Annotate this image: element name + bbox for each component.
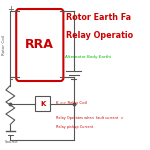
Text: Relay Operates when  fault current  >: Relay Operates when fault current > [56,117,123,120]
Text: K => Relay Coil: K => Relay Coil [56,101,87,105]
Text: -: - [9,74,13,84]
Text: +: + [8,5,15,14]
Text: RRA: RRA [25,39,54,51]
FancyBboxPatch shape [16,9,63,81]
Text: Alternator Body Earthi: Alternator Body Earthi [65,55,111,59]
Text: Rotor Earth Fa: Rotor Earth Fa [66,14,131,22]
Text: Relay pickup Current: Relay pickup Current [56,125,93,129]
Text: Relay Operatio: Relay Operatio [66,32,133,40]
Bar [35,96,50,111]
Text: Source: Source [4,140,18,144]
Text: K: K [40,100,45,106]
Text: Rotor Coil: Rotor Coil [2,35,6,55]
